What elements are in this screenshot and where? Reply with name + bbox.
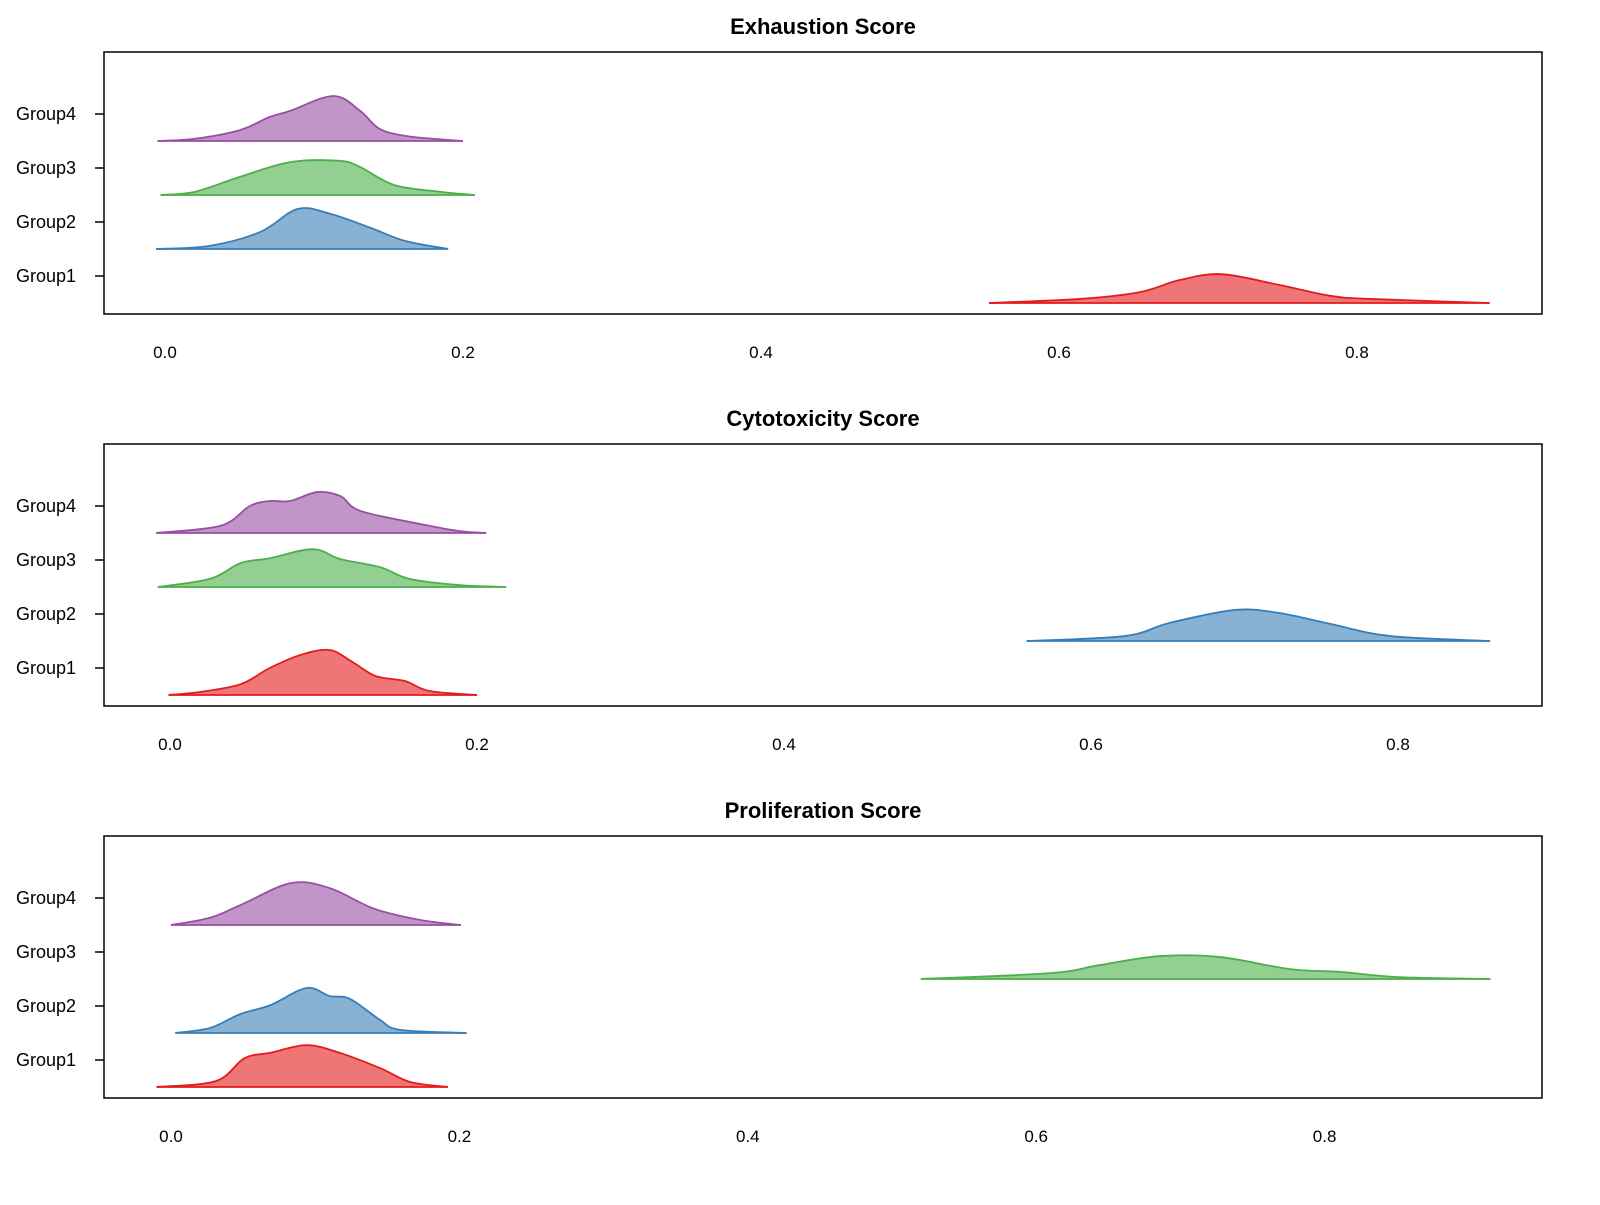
plot-frame	[103, 51, 1543, 315]
panel-proliferation-score: Proliferation Score 0.0 0.2 0.4 0.6 0.8 Group1…	[16, 798, 1543, 1146]
density-curve-group4	[157, 95, 464, 142]
plot-frame	[103, 835, 1543, 1099]
density-fill-group3	[157, 549, 507, 587]
density-curve-group3	[160, 159, 476, 196]
y-tick-label: Group2	[16, 996, 76, 1016]
density-curve-group4	[156, 490, 487, 534]
y-tick-label: Group1	[16, 266, 76, 286]
y-tick-label: Group4	[16, 888, 76, 908]
panel-title: Cytotoxicity Score	[726, 406, 919, 431]
density-curve-group3	[157, 548, 507, 588]
panel-title: Exhaustion Score	[730, 14, 916, 39]
y-tick-label: Group4	[16, 104, 76, 124]
density-curve-group1	[168, 648, 478, 696]
y-tick-label: Group4	[16, 496, 76, 516]
x-tick-label: 0.8	[1386, 735, 1410, 754]
y-tick-label: Group1	[16, 658, 76, 678]
x-tick-label: 0.4	[749, 343, 773, 362]
x-tick-label: 0.0	[158, 735, 182, 754]
density-curve-group2	[1026, 608, 1491, 642]
x-tick-label: 0.2	[448, 1127, 472, 1146]
x-tick-label: 0.0	[159, 1127, 183, 1146]
x-tick-label: 0.2	[465, 735, 489, 754]
density-curve-group1	[988, 273, 1490, 304]
density-fill-group2	[1026, 609, 1491, 641]
panel-title: Proliferation Score	[725, 798, 922, 823]
x-tick-label: 0.8	[1313, 1127, 1337, 1146]
x-tick-label: 0.4	[736, 1127, 760, 1146]
y-tick-label: Group2	[16, 604, 76, 624]
x-tick-label: 0.4	[772, 735, 796, 754]
density-fill-group1	[156, 1045, 448, 1087]
density-fill-group1	[168, 649, 477, 695]
density-fill-group1	[988, 274, 1490, 303]
x-tick-label: 0.0	[153, 343, 177, 362]
density-curve-group2	[175, 986, 467, 1034]
density-curve-group2	[156, 207, 449, 250]
density-fill-group4	[171, 882, 461, 925]
density-fill-group2	[175, 987, 467, 1033]
y-tick-label: Group3	[16, 550, 76, 570]
panel-exhaustion-score: Exhaustion Score 0.0 0.2 0.4 0.6 0.8 Group1 Gro…	[16, 14, 1543, 362]
density-fill-group4	[157, 96, 464, 141]
y-tick-label: Group3	[16, 158, 76, 178]
x-tick-label: 0.8	[1345, 343, 1369, 362]
density-fill-group4	[156, 491, 487, 533]
x-tick-label: 0.6	[1047, 343, 1071, 362]
y-tick-label: Group1	[16, 1050, 76, 1070]
density-curve-group3	[920, 954, 1491, 980]
y-tick-label: Group2	[16, 212, 76, 232]
density-curve-group4	[170, 881, 461, 926]
density-curve-group1	[156, 1044, 448, 1088]
plot-frame	[103, 443, 1543, 707]
x-tick-label: 0.6	[1079, 735, 1103, 754]
x-tick-label: 0.2	[451, 343, 475, 362]
density-fill-group2	[156, 208, 449, 249]
panel-cytotoxicity-score: Cytotoxicity Score 0.0 0.2 0.4 0.6 0.8 Group1 G…	[16, 406, 1543, 754]
x-tick-label: 0.6	[1024, 1127, 1048, 1146]
y-tick-label: Group3	[16, 942, 76, 962]
